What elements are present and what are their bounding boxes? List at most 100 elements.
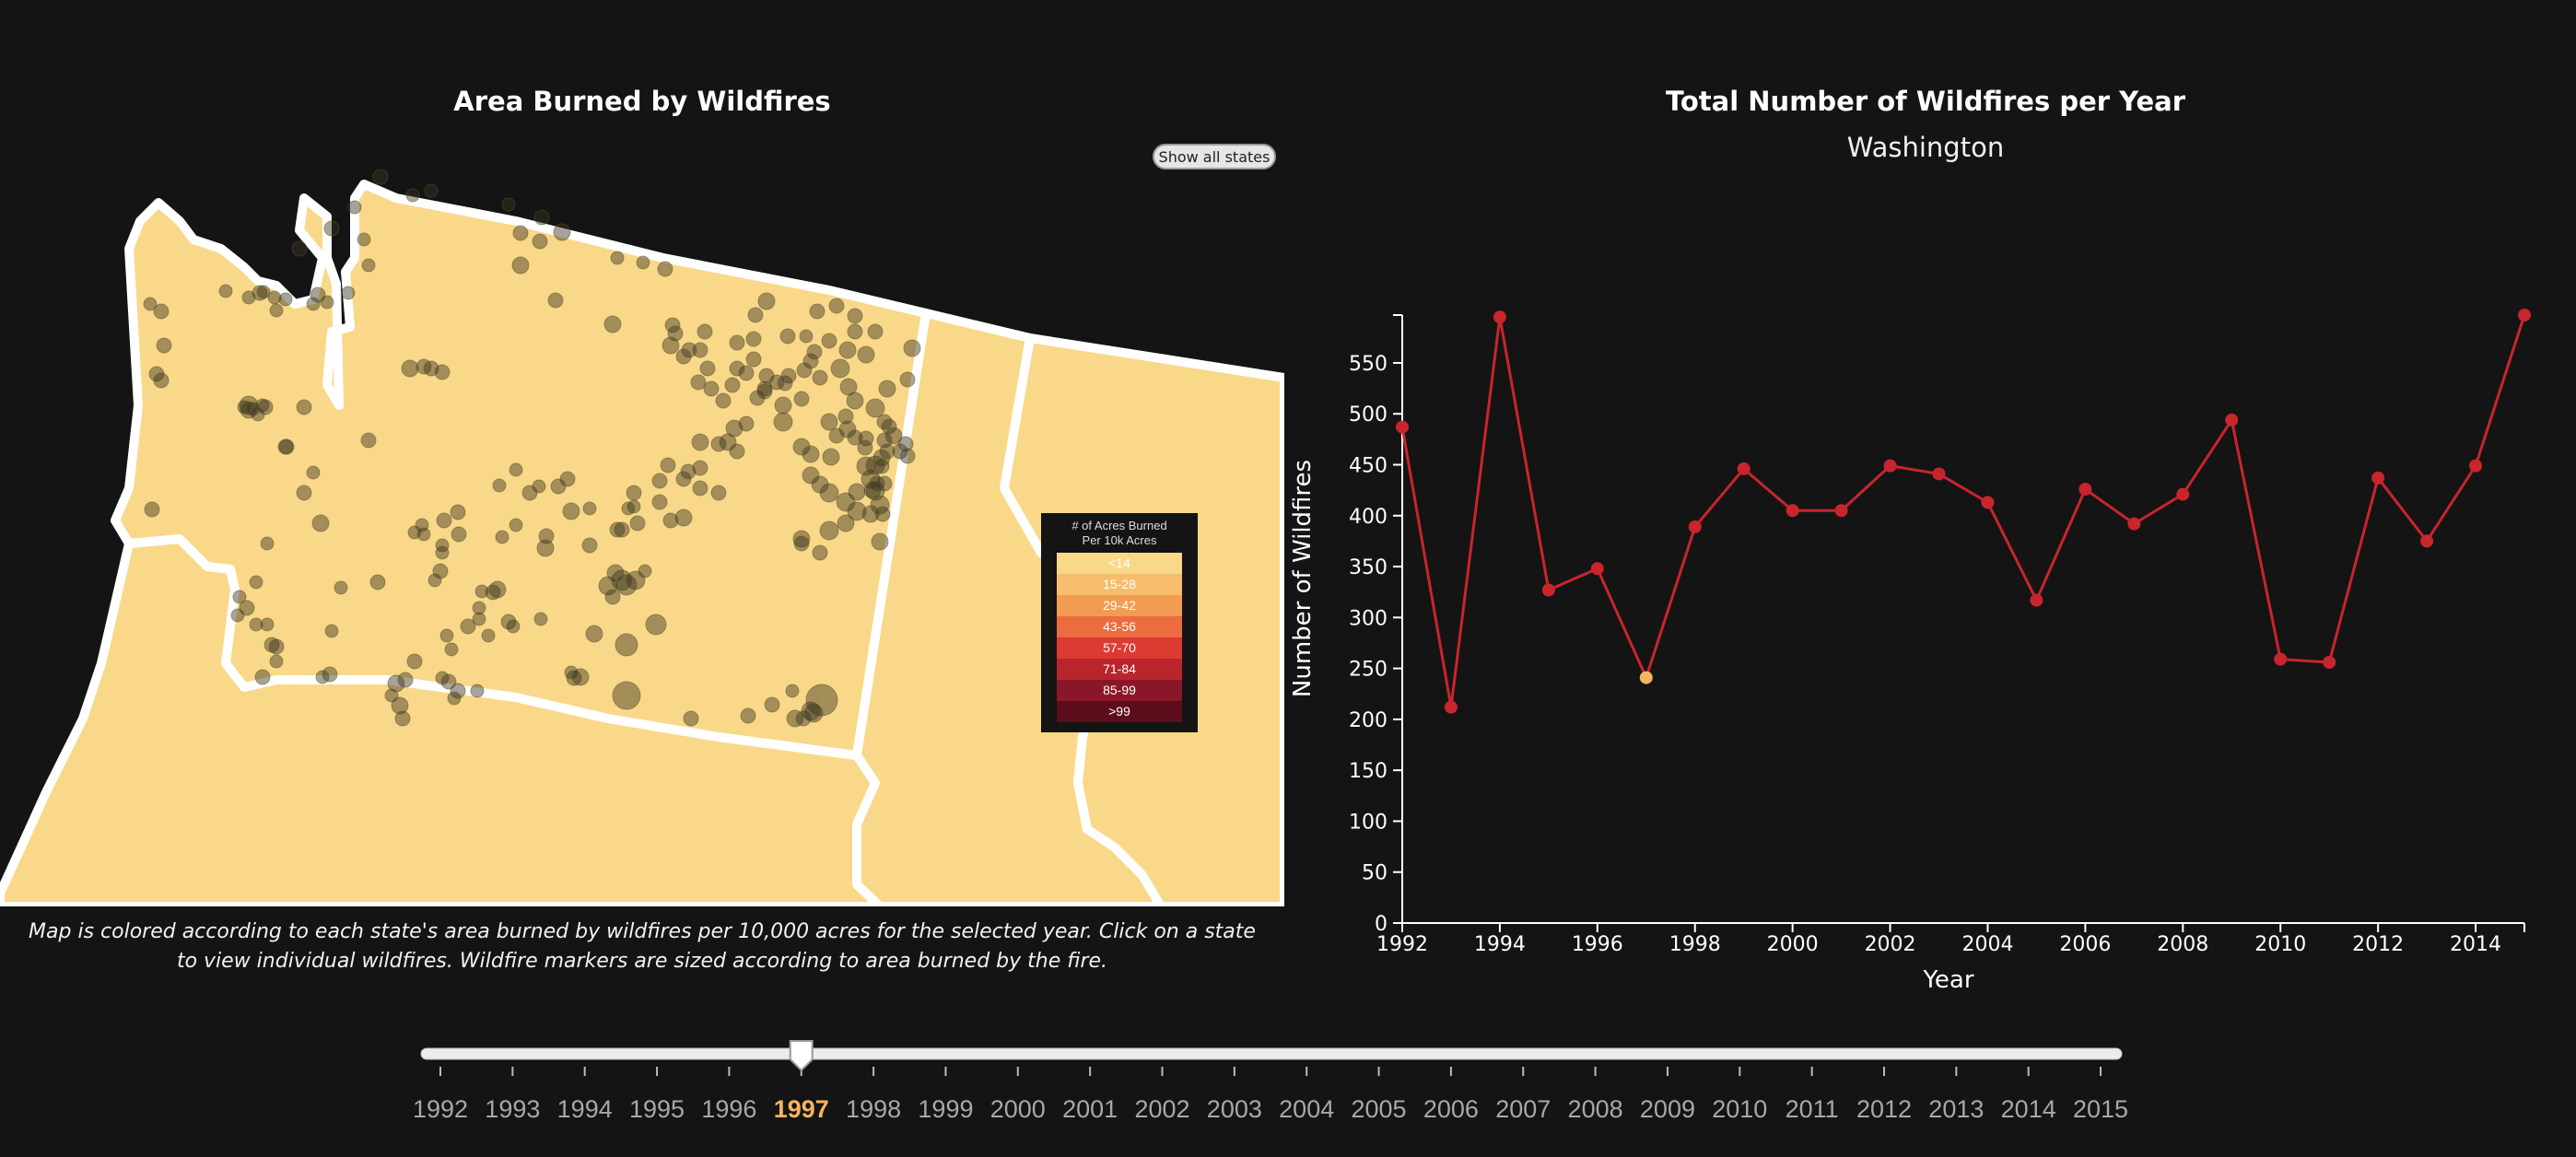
fire-marker[interactable] bbox=[692, 342, 708, 358]
fire-marker[interactable] bbox=[547, 292, 564, 309]
slider-year-label[interactable]: 1995 bbox=[629, 1095, 685, 1123]
fire-marker[interactable] bbox=[407, 525, 422, 540]
fire-marker[interactable] bbox=[873, 458, 890, 474]
fire-marker[interactable] bbox=[144, 501, 160, 518]
fire-marker[interactable] bbox=[306, 297, 321, 311]
fire-marker[interactable] bbox=[472, 612, 486, 626]
fire-marker[interactable] bbox=[636, 255, 650, 270]
fire-marker[interactable] bbox=[506, 619, 521, 634]
fire-marker[interactable] bbox=[680, 463, 697, 480]
slider-year-label[interactable]: 2010 bbox=[1712, 1095, 1767, 1123]
fire-marker[interactable] bbox=[872, 449, 891, 467]
fire-marker[interactable] bbox=[729, 443, 745, 460]
fire-marker[interactable] bbox=[511, 256, 530, 275]
fire-marker[interactable] bbox=[488, 580, 507, 599]
fire-marker[interactable] bbox=[792, 438, 811, 456]
fire-marker[interactable] bbox=[533, 209, 550, 226]
fire-marker[interactable] bbox=[838, 420, 857, 438]
slider-year-label[interactable]: 2013 bbox=[1928, 1095, 1984, 1123]
slider-year-label[interactable]: 2012 bbox=[1856, 1095, 1912, 1123]
fire-marker[interactable] bbox=[847, 308, 863, 324]
fire-marker[interactable] bbox=[610, 251, 625, 265]
fire-marker[interactable] bbox=[447, 691, 462, 706]
fire-marker[interactable] bbox=[857, 345, 875, 364]
fire-marker[interactable] bbox=[260, 536, 275, 551]
fire-marker[interactable] bbox=[260, 617, 275, 632]
slider-year-label[interactable]: 2003 bbox=[1207, 1095, 1262, 1123]
fire-marker[interactable] bbox=[391, 696, 409, 715]
fire-marker[interactable] bbox=[745, 351, 762, 368]
data-point[interactable] bbox=[2127, 517, 2141, 531]
slider-year-label[interactable]: 1998 bbox=[846, 1095, 901, 1123]
slider-year-label[interactable]: 2006 bbox=[1423, 1095, 1479, 1123]
fire-marker[interactable] bbox=[715, 392, 732, 409]
fire-marker[interactable] bbox=[254, 669, 271, 685]
slider-year-label[interactable]: 2002 bbox=[1134, 1095, 1189, 1123]
fire-marker[interactable] bbox=[427, 573, 442, 588]
fire-marker[interactable] bbox=[360, 432, 377, 449]
fire-marker[interactable] bbox=[662, 512, 679, 529]
fire-marker[interactable] bbox=[710, 485, 727, 501]
fire-marker[interactable] bbox=[564, 665, 579, 680]
fire-marker[interactable] bbox=[683, 710, 699, 727]
data-point[interactable] bbox=[2371, 471, 2385, 485]
fire-marker[interactable] bbox=[153, 303, 170, 320]
fire-marker[interactable] bbox=[779, 328, 796, 345]
fire-marker[interactable] bbox=[664, 317, 681, 333]
fire-marker[interactable] bbox=[405, 188, 420, 203]
fire-marker[interactable] bbox=[621, 501, 636, 516]
data-point[interactable] bbox=[1737, 462, 1751, 475]
fire-marker[interactable] bbox=[692, 460, 708, 476]
fire-marker[interactable] bbox=[884, 427, 903, 445]
fire-marker[interactable] bbox=[812, 369, 828, 386]
slider-handle[interactable] bbox=[789, 1040, 814, 1072]
data-point[interactable] bbox=[2176, 487, 2190, 501]
fire-marker[interactable] bbox=[837, 514, 855, 532]
slider-year-label[interactable]: 1994 bbox=[557, 1095, 613, 1123]
fire-marker[interactable] bbox=[785, 684, 800, 698]
fire-marker[interactable] bbox=[470, 684, 485, 698]
fire-marker[interactable] bbox=[780, 368, 797, 384]
fire-marker[interactable] bbox=[820, 413, 838, 431]
fire-marker[interactable] bbox=[903, 339, 921, 357]
fire-marker[interactable] bbox=[681, 342, 697, 358]
fire-marker[interactable] bbox=[777, 375, 793, 392]
data-point[interactable] bbox=[1981, 496, 1995, 509]
data-point[interactable] bbox=[1444, 700, 1458, 714]
year-slider[interactable]: 1992 1993 1994 1995 1996 1997 1998 1999 2000 2001… bbox=[369, 1023, 2174, 1133]
fire-marker[interactable] bbox=[692, 480, 708, 497]
data-point[interactable] bbox=[1786, 504, 1799, 518]
show-all-states-button[interactable]: Show all states bbox=[1153, 144, 1276, 169]
slider-labels[interactable]: 1992 1993 1994 1995 1996 1997 1998 1999 2000 2001… bbox=[413, 1095, 2128, 1123]
fire-marker[interactable] bbox=[334, 580, 348, 595]
fire-marker[interactable] bbox=[451, 526, 467, 543]
fire-marker[interactable] bbox=[812, 544, 828, 561]
fire-marker[interactable] bbox=[320, 295, 334, 310]
fire-marker[interactable] bbox=[764, 696, 780, 713]
fire-marker[interactable] bbox=[439, 628, 454, 643]
fire-marker[interactable] bbox=[156, 337, 172, 354]
fire-marker[interactable] bbox=[871, 532, 889, 551]
fire-marker[interactable] bbox=[240, 401, 258, 419]
fire-marker[interactable] bbox=[614, 521, 630, 538]
data-point[interactable] bbox=[2225, 413, 2239, 427]
fire-marker[interactable] bbox=[472, 601, 486, 615]
fire-marker[interactable] bbox=[582, 501, 597, 516]
data-point[interactable] bbox=[2274, 652, 2288, 666]
fire-marker[interactable] bbox=[550, 478, 567, 495]
fire-marker[interactable] bbox=[847, 323, 863, 340]
fire-marker[interactable] bbox=[662, 336, 680, 355]
selected-year-point[interactable] bbox=[1639, 671, 1653, 684]
fire-marker[interactable] bbox=[802, 353, 819, 369]
fire-marker[interactable] bbox=[532, 233, 548, 250]
fire-marker[interactable] bbox=[603, 315, 622, 333]
fire-marker[interactable] bbox=[675, 348, 692, 365]
fire-marker[interactable] bbox=[839, 378, 858, 396]
fire-marker[interactable] bbox=[809, 303, 825, 320]
fire-marker[interactable] bbox=[865, 398, 885, 418]
fire-marker[interactable] bbox=[267, 290, 282, 305]
fire-marker[interactable] bbox=[822, 448, 840, 466]
fire-marker[interactable] bbox=[802, 466, 820, 485]
fire-marker[interactable] bbox=[435, 538, 450, 553]
slider-year-label[interactable]: 2007 bbox=[1495, 1095, 1551, 1123]
